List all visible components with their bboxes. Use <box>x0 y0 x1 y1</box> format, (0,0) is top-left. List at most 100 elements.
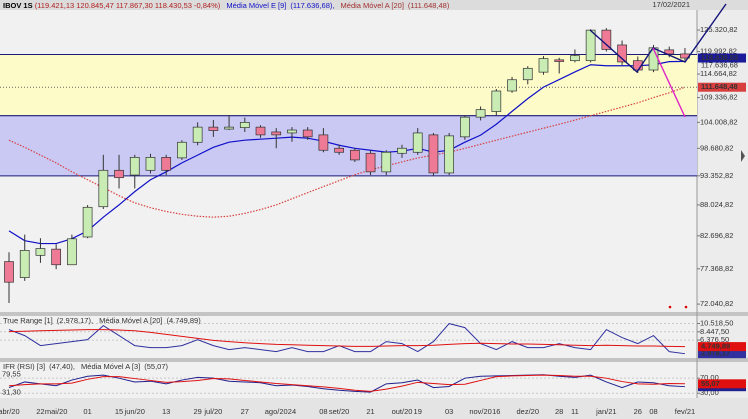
rsi-legend: IFR (RSI) [3] (47,40), Média Móvel A [3](… <box>3 362 172 371</box>
x-tick-label: set/20 <box>329 407 349 416</box>
separator <box>0 312 748 316</box>
y-tick-label: 77.368,82 <box>700 264 733 273</box>
x-tick-label: 27 <box>241 407 249 416</box>
range-label: 31,30 <box>2 388 21 397</box>
candle-body <box>412 132 423 153</box>
price-label: 117.636,68 <box>701 60 738 69</box>
candle-body <box>365 152 376 173</box>
candle-body <box>129 157 140 176</box>
y-tick-label: 8.447,50 <box>700 327 729 336</box>
x-tick-label: 28 <box>555 407 563 416</box>
zone <box>0 54 697 116</box>
candle-body <box>444 135 455 174</box>
y-tick-label: 119.992,82 <box>700 47 737 56</box>
x-tick-label: jun/20 <box>124 407 145 416</box>
x-axis-bg <box>0 398 748 419</box>
candle-body <box>522 67 533 81</box>
x-tick-label: 29 <box>193 407 201 416</box>
candle-body <box>255 126 266 136</box>
quote: (119.421,13 120.845,47 117.867,30 118.43… <box>34 1 221 10</box>
candle-body <box>460 116 470 138</box>
x-tick-label: 01 <box>83 407 91 416</box>
marks: 125.320,82 119.992,82 114.664,82 109.336,82… <box>0 25 746 416</box>
x-tick-label: jul/20 <box>203 407 222 416</box>
legend-value: (2.978,17), <box>56 316 94 325</box>
candle-body <box>208 126 219 131</box>
candle-body <box>177 141 187 159</box>
legend-value: (4.749,89) <box>166 316 201 325</box>
x-tick-label: jan/21 <box>595 407 616 416</box>
candle-body <box>538 58 549 73</box>
legend: True Range [1] <box>3 316 53 325</box>
line-series <box>8 60 685 245</box>
y-tick-label: 82.696,82 <box>700 231 733 240</box>
top-bar <box>0 0 748 10</box>
price-box <box>698 342 746 352</box>
candle-body <box>287 129 297 134</box>
x-tick-label: mai/20 <box>45 407 68 416</box>
price-box <box>698 349 746 359</box>
candle-body <box>67 238 77 266</box>
line-series <box>8 86 686 218</box>
candle-body <box>161 157 172 171</box>
price-box <box>698 82 746 92</box>
x-tick-label: 21 <box>366 407 374 416</box>
legend: Média Móvel A [3] <box>81 362 141 371</box>
x-tick-label: 11 <box>571 407 579 416</box>
candle-body <box>192 126 203 143</box>
legend: IFR (RSI) [3] <box>3 362 46 371</box>
price-box <box>698 53 746 63</box>
price-label: 55,07 <box>701 379 720 388</box>
candle-body <box>475 109 486 118</box>
legend: Média Móvel A [20] <box>99 316 163 325</box>
y-tick-label: 93.352,82 <box>700 171 733 180</box>
x-tick-label: 24 <box>288 407 296 416</box>
candle-body <box>585 29 596 62</box>
legend-value: (117.636,68), <box>290 1 335 10</box>
price-label: 2.978,17 <box>701 349 730 358</box>
candle-body <box>664 49 675 55</box>
marker <box>668 305 672 309</box>
scroll-handle[interactable] <box>741 150 745 162</box>
marker <box>684 305 688 309</box>
y-tick-label: 98.680,82 <box>700 143 733 152</box>
y-tick-label: 72.040,82 <box>700 299 733 308</box>
x-tick-label: fev/21 <box>675 407 695 416</box>
candle-body <box>491 90 502 112</box>
legend-value: (55,07) <box>144 362 169 371</box>
candle-body <box>35 248 46 256</box>
x-tick-label: 16 <box>492 407 500 416</box>
candle-body <box>381 151 392 173</box>
range-label: 79,55 <box>2 370 21 379</box>
candle-body <box>349 149 360 161</box>
x-tick-label: 03 <box>445 407 453 416</box>
candle-body <box>4 261 14 283</box>
x-tick-label: 26 <box>634 407 642 416</box>
rsi-plot-bg <box>0 362 697 398</box>
candle-body <box>570 55 580 62</box>
candle-body <box>318 134 329 151</box>
y-tick-label: 104.008,82 <box>700 117 738 126</box>
y-tick-label: 30,00 <box>700 388 719 397</box>
tr-plot-bg <box>0 316 697 358</box>
candle-body <box>19 250 30 278</box>
y-tick-label: 70,00 <box>700 373 719 382</box>
candle-body <box>239 122 250 128</box>
tr-legend: True Range [1] (2.978,17), Média Móvel A … <box>3 316 205 325</box>
candle-body <box>397 147 407 154</box>
x-tick-label: abr/20 <box>0 407 20 416</box>
x-tick-label: nov/20 <box>469 407 492 416</box>
date: 17/02/2021 <box>652 0 690 9</box>
trend-drawing <box>652 47 686 118</box>
candle-body <box>98 169 109 208</box>
line-series <box>8 374 685 392</box>
main-legend: IBOV 1S (119.421,13 120.845,47 117.867,3… <box>3 1 453 10</box>
candle-body <box>334 147 344 153</box>
line-series <box>8 374 685 393</box>
x-tick-label: out/20 <box>392 407 413 416</box>
separator <box>0 358 748 362</box>
x-tick-label: ago/20 <box>265 407 288 416</box>
candle-body <box>554 59 565 62</box>
